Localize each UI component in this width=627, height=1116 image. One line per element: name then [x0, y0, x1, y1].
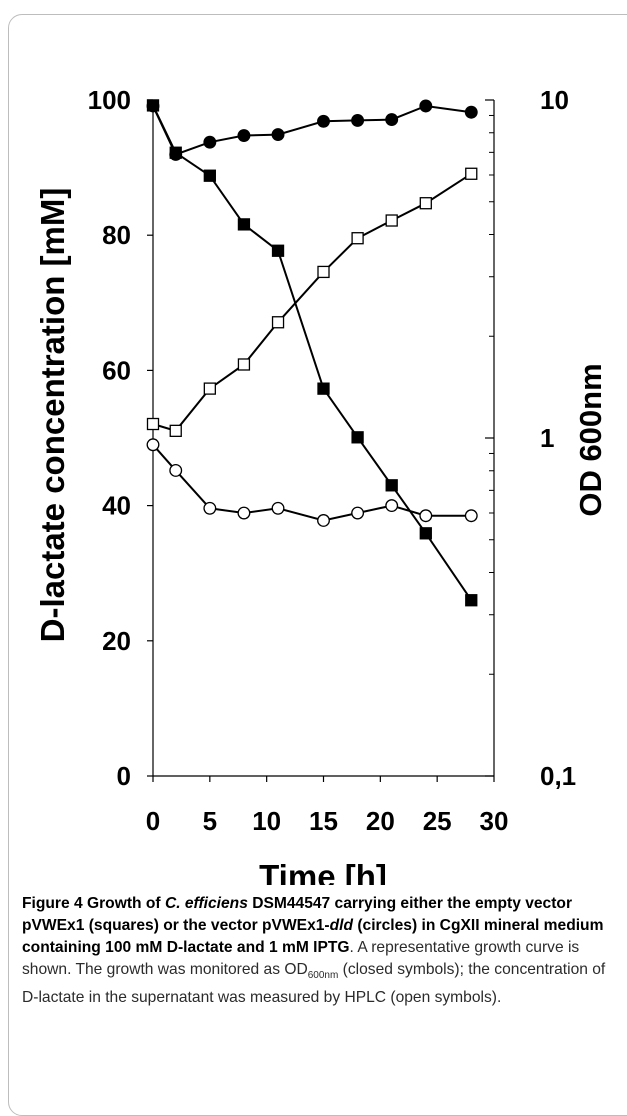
data-point-open-square	[146, 417, 160, 431]
x-tick-label: 10	[252, 806, 281, 836]
series-line-filled-circle	[152, 104, 472, 156]
y-right-tick-label: 10	[540, 85, 569, 115]
x-tick-label: 15	[309, 806, 338, 836]
y-left-tick-label: 20	[102, 626, 131, 656]
y-left-tick-label: 80	[102, 220, 131, 250]
data-point-filled-circle	[464, 105, 478, 119]
data-point-filled-circle	[237, 129, 251, 142]
caption-gene: dld	[329, 917, 354, 934]
series-line-filled-square	[152, 104, 473, 601]
data-point-open-square	[237, 358, 251, 371]
data-point-open-square	[385, 214, 398, 227]
data-point-open-circle	[271, 501, 285, 515]
x-tick-label: 5	[203, 806, 217, 836]
y-right-tick-label: 0,1	[540, 761, 576, 791]
caption-figure-label: Figure 4	[22, 895, 83, 912]
series-line-open-circle	[152, 444, 472, 522]
y-right-tick-label: 1	[540, 423, 554, 453]
data-point-open-square	[169, 424, 182, 437]
data-point-open-square	[271, 316, 285, 329]
data-point-filled-square	[271, 244, 285, 257]
data-point-filled-square	[169, 146, 182, 159]
y-axis-left-label: D-lactate concentration [mM]	[34, 188, 71, 643]
x-tick-label: 30	[480, 806, 509, 836]
data-point-open-square	[419, 197, 432, 210]
y-axis-right-label: OD 600nm	[573, 363, 608, 516]
data-point-open-circle	[146, 438, 160, 452]
data-point-open-square	[465, 167, 478, 180]
data-point-open-circle	[351, 506, 365, 520]
data-point-filled-square	[385, 479, 398, 492]
data-point-open-circle	[203, 501, 217, 515]
data-point-open-circle	[237, 506, 251, 520]
y-left-tick-label: 60	[102, 355, 131, 385]
data-point-open-square	[203, 382, 216, 395]
y-left-tick-label: 40	[102, 491, 131, 521]
data-point-filled-circle	[203, 135, 217, 149]
data-point-filled-circle	[271, 128, 285, 142]
data-point-filled-circle	[419, 99, 433, 113]
data-point-filled-square	[237, 218, 251, 231]
caption-species: C. efficiens	[164, 895, 248, 912]
caption-title-part3: (circles) in CgXII mineral medium contai…	[22, 917, 604, 956]
x-axis-label: Time [h]	[259, 858, 387, 885]
y-left-tick-label: 0	[117, 761, 131, 791]
caption-od-subscript: 600nm	[307, 970, 339, 982]
series-line-open-square	[152, 172, 472, 432]
data-point-open-square	[317, 265, 330, 279]
caption-title-part2: DSM44547 carrying either the empty vecto…	[22, 895, 573, 934]
data-point-open-circle	[169, 463, 183, 477]
data-point-filled-square	[419, 527, 432, 540]
data-point-filled-circle	[351, 113, 365, 127]
caption-text-part2: (closed symbols); the concentration of D…	[22, 961, 606, 1007]
data-point-open-circle	[419, 509, 433, 523]
data-point-filled-circle	[317, 114, 330, 128]
data-point-filled-circle	[385, 113, 399, 127]
y-left-tick-label: 100	[88, 85, 131, 115]
data-point-open-circle	[385, 499, 399, 513]
x-tick-label: 25	[423, 806, 452, 836]
x-tick-label: 0	[146, 806, 160, 836]
data-point-filled-square	[317, 382, 330, 395]
data-point-filled-square	[146, 99, 160, 112]
data-point-filled-square	[351, 431, 364, 444]
caption-title-part1: Growth of	[82, 895, 165, 912]
data-point-open-circle	[464, 509, 478, 523]
figure-caption: Figure 4 Growth of C. efficiens DSM44547…	[22, 893, 607, 1009]
data-point-filled-square	[203, 169, 216, 182]
caption-text-part1: . A representative growth curve is shown…	[22, 939, 580, 978]
x-tick-label: 20	[366, 806, 395, 836]
data-point-open-circle	[317, 514, 330, 527]
data-point-open-square	[351, 232, 364, 245]
data-point-filled-square	[465, 594, 478, 607]
